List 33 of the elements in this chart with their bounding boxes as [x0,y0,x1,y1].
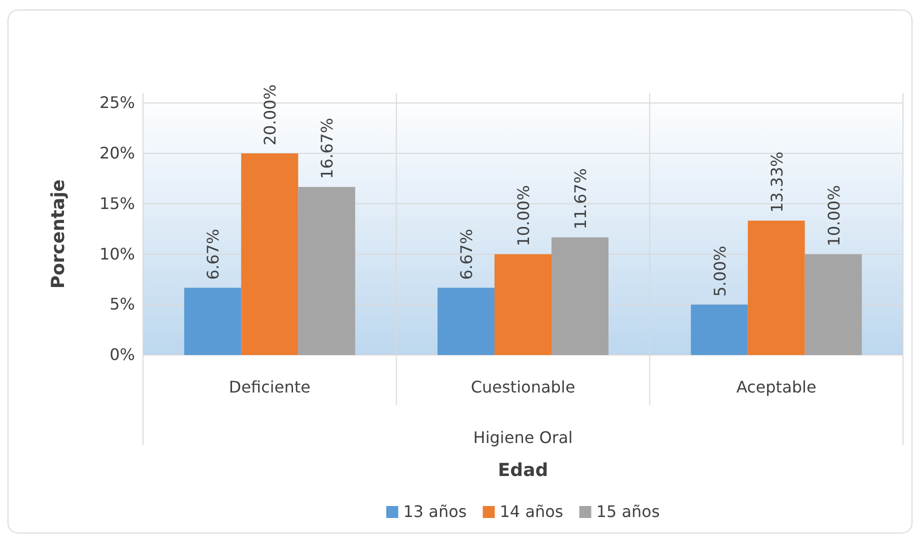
bar [494,254,552,355]
bar [552,237,608,355]
y-tick-label: 15% [99,194,135,213]
data-label: 10.00% [824,185,844,246]
data-label: 11.67% [571,168,590,230]
bar [438,288,494,355]
y-axis-title: Porcentaje [48,179,69,289]
data-label: 20.00% [260,84,280,146]
bar [804,254,862,355]
bar [184,288,242,355]
data-label: 16.67% [318,118,337,179]
bar [298,186,356,355]
x-tick-label: Aceptable [736,377,816,396]
data-label: 6.67% [457,228,476,280]
bar [690,304,748,355]
y-tick-label: 10% [99,244,135,264]
data-label: 5.00% [710,246,730,297]
legend-label: 13 años [403,502,467,521]
y-tick-label: 20% [99,144,135,163]
x-axis-title: Edad [498,460,548,481]
data-label: 13.33% [767,152,786,213]
x-tick-label: Deficiente [228,377,310,396]
legend-label: 14 años [500,502,564,521]
bar [748,220,805,355]
x-tick-label: Cuestionable [470,377,576,396]
text: Higiene Oral [473,428,573,447]
bar [241,153,298,355]
legend-label: 15 años [596,502,660,521]
data-label: 10.00% [514,185,533,246]
y-tick-label: 0% [110,345,135,364]
y-tick-label: 25% [99,93,135,112]
y-tick-label: 5% [110,294,135,314]
data-label: 6.67% [204,228,223,280]
